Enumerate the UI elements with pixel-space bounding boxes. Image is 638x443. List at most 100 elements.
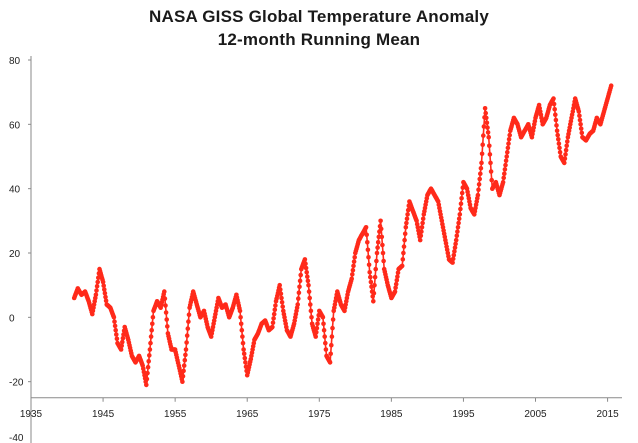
data-point	[454, 233, 460, 239]
data-point	[372, 274, 378, 280]
data-point	[479, 151, 485, 157]
data-point	[147, 347, 153, 352]
data-point	[180, 374, 186, 379]
data-point	[452, 245, 458, 250]
data-point	[562, 156, 568, 161]
data-point	[112, 319, 117, 324]
data-point	[502, 167, 508, 172]
data-point	[239, 327, 245, 333]
data-point	[162, 296, 168, 301]
data-point	[402, 237, 407, 243]
data-point	[459, 190, 465, 196]
data-point	[148, 334, 154, 339]
data-point	[458, 206, 463, 212]
data-point	[393, 285, 398, 291]
series-temperature-anomaly	[71, 83, 614, 388]
data-point	[162, 289, 167, 294]
data-point	[368, 274, 373, 280]
data-point	[556, 137, 561, 142]
data-point	[476, 187, 481, 192]
data-point	[608, 83, 614, 88]
data-point	[368, 279, 374, 285]
data-point	[95, 279, 100, 285]
data-point	[150, 321, 155, 327]
data-point	[306, 289, 312, 294]
data-point	[181, 368, 186, 374]
data-point	[238, 315, 243, 320]
data-point	[163, 310, 169, 315]
data-point	[378, 218, 383, 224]
data-point	[394, 278, 400, 283]
data-point	[351, 263, 356, 269]
data-point	[114, 332, 119, 337]
data-point	[315, 317, 321, 322]
data-point	[308, 302, 313, 307]
data-point	[271, 311, 277, 317]
data-point	[272, 307, 278, 313]
data-point	[322, 334, 328, 339]
data-point	[553, 117, 559, 123]
data-point	[363, 225, 369, 230]
data-point	[505, 149, 510, 155]
data-point	[479, 160, 484, 166]
data-point	[165, 324, 170, 329]
data-point	[507, 132, 512, 138]
data-point	[297, 284, 302, 290]
chart-axes	[28, 56, 622, 443]
data-point	[146, 359, 151, 364]
data-point	[186, 319, 191, 324]
x-tick-label: 2015	[596, 409, 619, 420]
data-point	[452, 249, 457, 254]
data-point	[477, 176, 483, 182]
data-point	[502, 171, 507, 176]
data-point	[183, 347, 189, 352]
data-point	[280, 304, 286, 309]
data-point	[366, 262, 372, 268]
data-point	[164, 317, 169, 322]
data-point	[419, 229, 424, 234]
data-point	[553, 112, 558, 117]
data-point	[240, 334, 245, 339]
data-point	[243, 360, 248, 365]
chart-subtitle: 12-month Running Mean	[217, 30, 421, 49]
data-point	[563, 152, 568, 157]
data-point	[404, 216, 410, 221]
data-point	[186, 312, 192, 318]
data-point	[351, 259, 357, 264]
data-point	[103, 294, 108, 300]
x-tick-label: 1975	[308, 409, 331, 420]
data-point	[329, 334, 335, 339]
y-tick-label: 80	[9, 56, 21, 67]
data-point	[329, 342, 334, 348]
data-point	[313, 334, 319, 339]
data-point	[405, 212, 410, 217]
data-point	[501, 175, 507, 181]
data-point	[144, 382, 149, 388]
data-point	[458, 201, 464, 206]
data-point	[503, 162, 508, 168]
data-point	[364, 232, 370, 238]
data-point	[278, 291, 284, 297]
data-point	[350, 267, 356, 273]
data-point	[485, 125, 490, 130]
data-point	[503, 158, 509, 164]
data-point	[330, 317, 336, 322]
data-point	[298, 272, 304, 278]
y-tick-label: 0	[9, 313, 15, 324]
data-point	[375, 240, 381, 245]
data-point	[403, 225, 409, 230]
data-point	[563, 147, 569, 153]
data-point	[184, 340, 189, 345]
data-point	[374, 258, 379, 264]
data-point	[279, 300, 285, 305]
data-point	[309, 315, 314, 320]
y-tick-label: -40	[9, 433, 24, 443]
data-point	[484, 120, 490, 125]
data-point	[476, 182, 482, 187]
data-point	[314, 325, 320, 331]
data-point	[352, 254, 358, 260]
data-point	[150, 315, 156, 320]
data-point	[321, 321, 326, 327]
data-point	[94, 283, 100, 289]
